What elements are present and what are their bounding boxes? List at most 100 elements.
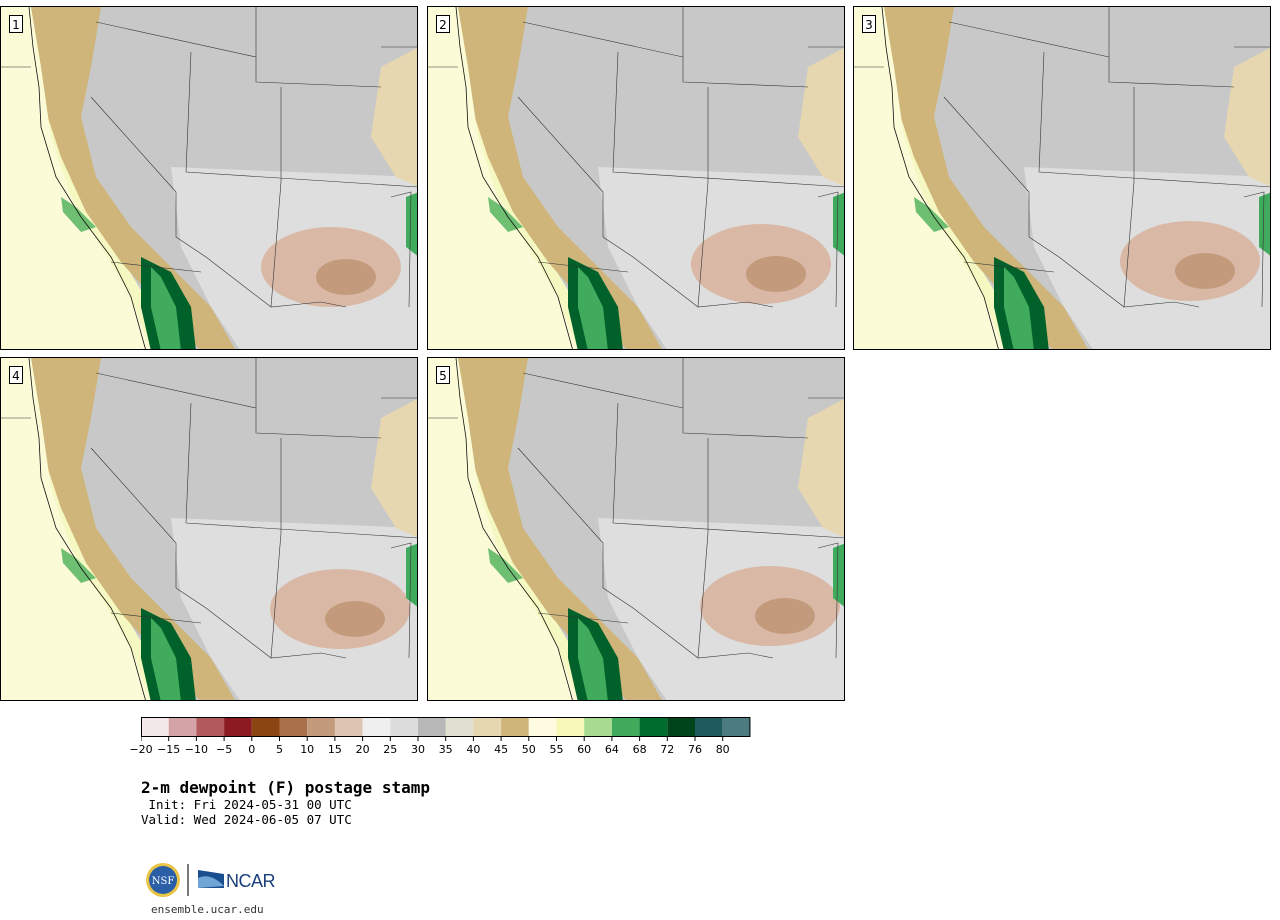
- coastal-green-patch: [61, 548, 96, 583]
- colorbar-tick-label: 64: [604, 743, 619, 756]
- state-border: [963, 261, 1055, 273]
- colorbar-tick-label: 30: [411, 743, 425, 756]
- coastal-tan-band: [26, 358, 235, 700]
- coastal-moist-strip: [854, 7, 1004, 349]
- gulf-moist-edge: [1004, 267, 1034, 349]
- coastline: [881, 7, 999, 349]
- state-border: [95, 372, 257, 409]
- map-panel: 1: [0, 6, 418, 350]
- colorbar-swatch: [667, 717, 695, 737]
- state-border: [517, 447, 604, 588]
- panel-number: 3: [862, 15, 876, 33]
- colorbar-tick-label: 20: [355, 743, 370, 756]
- colorbar-swatch: [473, 717, 502, 737]
- state-border: [1243, 191, 1265, 308]
- colorbar-swatch: [611, 717, 640, 737]
- low-dewpoint-core: [755, 598, 815, 634]
- state-border: [255, 358, 382, 439]
- coastal-tan-band: [453, 7, 662, 349]
- map-panel: 3: [853, 6, 1271, 350]
- colorbar-swatch: [639, 717, 668, 737]
- state-border: [1028, 236, 1125, 308]
- colorbar-tick-label: 5: [276, 743, 283, 756]
- colorbar-swatch: [362, 717, 391, 737]
- figure-title: 2-m dewpoint (F) postage stamp: [141, 778, 430, 797]
- colorbar-swatch: [279, 717, 308, 737]
- coastal-tan-band: [453, 358, 662, 700]
- panel-number: 2: [436, 15, 450, 33]
- colorbar-swatch: [390, 717, 418, 737]
- colorbar-tick-label: 55: [549, 743, 564, 756]
- state-border: [522, 372, 684, 409]
- colorbar-tick-label: −15: [157, 743, 181, 756]
- colorbar-swatch: [224, 717, 252, 737]
- state-border: [110, 261, 202, 273]
- gulf-moist-edge: [151, 618, 181, 700]
- colorbar: [141, 717, 751, 741]
- site-url[interactable]: ensemble.ucar.edu: [151, 903, 264, 916]
- eastern-moist-edge: [833, 192, 844, 256]
- state-border: [1123, 181, 1200, 308]
- coastline: [455, 358, 573, 700]
- nsf-ncar-logo: NSF NCAR: [144, 860, 276, 904]
- colorbar-tick-label: 80: [715, 743, 730, 756]
- coastal-tan-band: [26, 7, 235, 349]
- state-border: [1038, 51, 1270, 188]
- coastal-green-patch: [914, 197, 949, 232]
- eastern-moist-edge: [406, 543, 417, 607]
- colorbar-swatch: [334, 717, 363, 737]
- colorbar-outline: [141, 717, 751, 737]
- state-border: [682, 358, 809, 439]
- low-dewpoint-core: [325, 601, 385, 637]
- low-dewpoint-core: [1175, 253, 1235, 289]
- colorbar-tick-label: 0: [248, 743, 256, 756]
- state-border: [537, 261, 629, 273]
- colorbar-tick-label: 76: [688, 743, 702, 756]
- plains-tan-region: [1224, 48, 1270, 187]
- colorbar-tick-label: 60: [577, 743, 592, 756]
- state-border: [270, 532, 347, 659]
- state-border: [1108, 7, 1235, 88]
- state-border: [602, 587, 699, 659]
- eastern-moist-edge: [1259, 192, 1270, 256]
- colorbar-swatch: [556, 717, 585, 737]
- eastern-moist-edge: [406, 192, 417, 256]
- map-panel: 4: [0, 357, 418, 701]
- gulf-moist-edge: [578, 267, 608, 349]
- state-border: [185, 402, 417, 539]
- state-border: [90, 447, 177, 588]
- coastal-moist-strip: [428, 7, 578, 349]
- coastal-moist-strip: [428, 358, 578, 700]
- state-border: [185, 51, 417, 188]
- state-border: [255, 7, 382, 88]
- colorbar-tick-label: −5: [215, 743, 233, 756]
- colorbar-tick-label: 10: [300, 743, 315, 756]
- plains-tan-region: [798, 399, 844, 538]
- init-time: Init: Fri 2024-05-31 00 UTC: [141, 797, 352, 812]
- panel-number: 4: [9, 366, 23, 384]
- gulf-moist-edge: [151, 267, 181, 349]
- colorbar-swatch: [196, 717, 225, 737]
- coastal-green-patch: [488, 548, 523, 583]
- colorbar-swatch: [141, 717, 169, 737]
- state-border: [817, 542, 839, 659]
- colorbar-swatch: [695, 717, 723, 737]
- state-border: [602, 236, 699, 308]
- colorbar-swatch: [528, 717, 557, 737]
- colorbar-tick-label: 40: [466, 743, 481, 756]
- colorbar-tick-label: −10: [184, 743, 208, 756]
- coastal-green-patch: [61, 197, 96, 232]
- colorbar-tick-label: 15: [327, 743, 342, 756]
- valid-time: Valid: Wed 2024-06-05 07 UTC: [141, 812, 352, 827]
- low-dewpoint-core: [746, 256, 806, 292]
- state-border: [522, 21, 684, 58]
- state-border: [817, 191, 839, 308]
- ncar-logo-text: NCAR: [226, 871, 276, 891]
- low-dewpoint-core: [316, 259, 376, 295]
- colorbar-tick-label: 50: [521, 743, 536, 756]
- coastal-moist-strip: [1, 7, 151, 349]
- colorbar-swatch: [722, 717, 751, 737]
- map-panel: 2: [427, 6, 845, 350]
- coastal-green-patch: [488, 197, 523, 232]
- state-border: [697, 532, 774, 659]
